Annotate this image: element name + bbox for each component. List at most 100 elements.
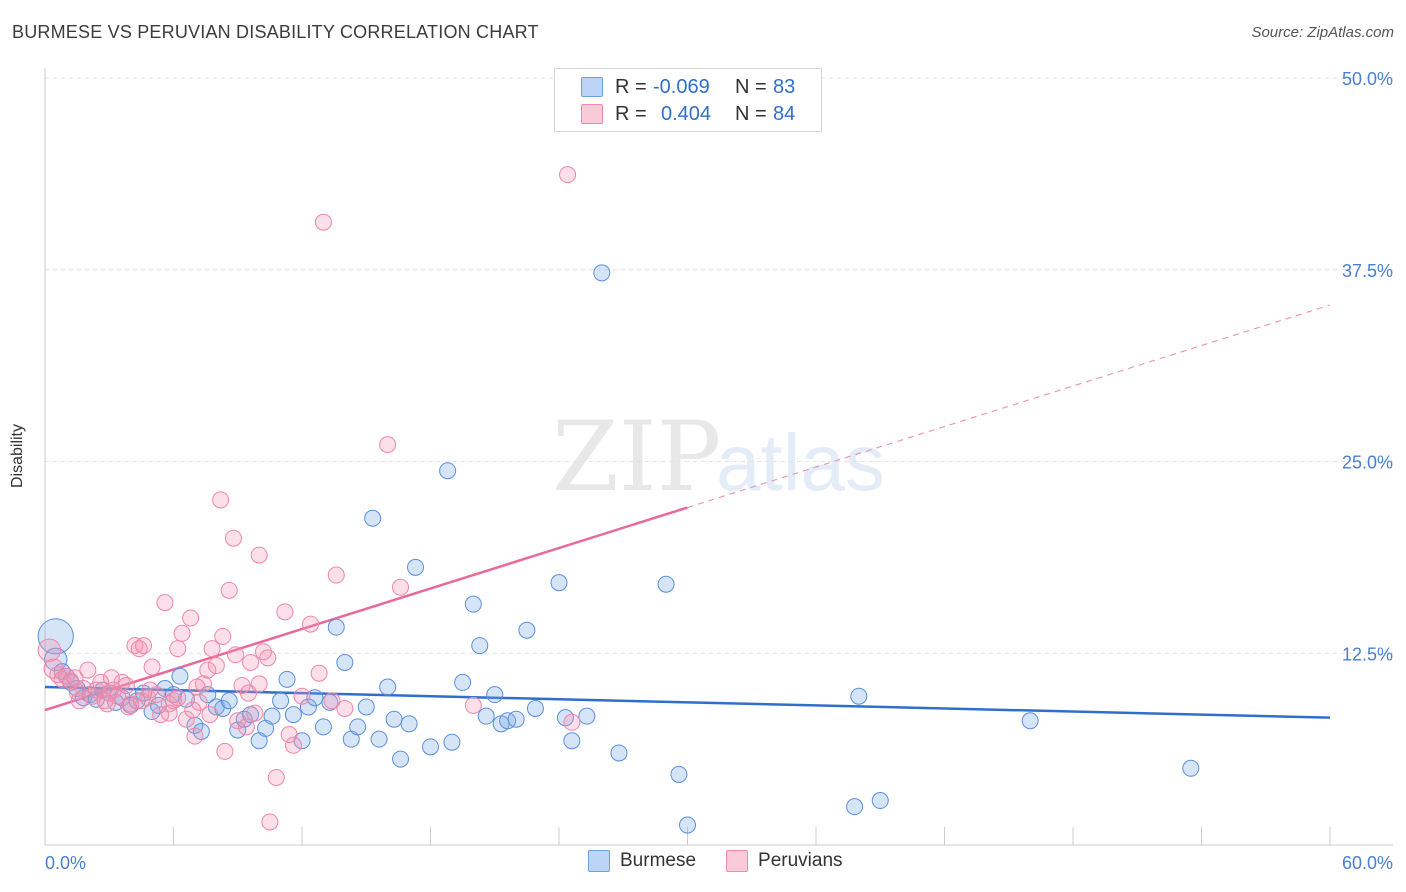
r-value: -0.069 — [653, 75, 710, 98]
y-tick-label: 37.5% — [1342, 261, 1393, 281]
point-peruvians — [102, 669, 120, 687]
point-peruvians — [201, 706, 219, 724]
point-peruvians — [563, 713, 581, 731]
point-peruvians — [254, 643, 272, 661]
legend-label-peruvians: Peruvians — [758, 850, 843, 871]
point-burmese — [610, 744, 628, 762]
point-peruvians — [280, 726, 298, 744]
point-burmese — [263, 707, 281, 725]
series-legend: Burmese Peruvians — [588, 850, 873, 872]
point-peruvians — [261, 813, 279, 831]
point-peruvians — [220, 581, 238, 599]
r-value: 0.404 — [661, 102, 712, 125]
point-peruvians — [79, 661, 97, 679]
x-tick-label: 0.0% — [45, 853, 86, 873]
point-peruvians — [216, 742, 234, 760]
legend-row-peruvians: R = 0.404 N = 84 — [581, 102, 795, 126]
point-peruvians — [135, 637, 153, 655]
point-burmese — [657, 575, 675, 593]
point-burmese — [379, 678, 397, 696]
point-burmese — [284, 706, 302, 724]
point-burmese — [550, 574, 568, 592]
n-value: 84 — [773, 102, 796, 125]
point-burmese — [578, 707, 596, 725]
point-burmese — [871, 792, 889, 810]
point-peruvians — [314, 213, 332, 231]
point-peruvians — [156, 594, 174, 612]
point-burmese — [464, 595, 482, 613]
point-peruvians — [214, 627, 232, 645]
point-peruvians — [250, 546, 268, 564]
point-peruvians — [284, 736, 302, 754]
legend-item-peruvians: Peruvians — [726, 850, 843, 872]
legend-row-burmese: R = -0.069 N = 83 — [581, 75, 795, 99]
n-value: 83 — [773, 75, 796, 98]
point-burmese — [679, 816, 696, 834]
point-burmese — [443, 733, 461, 751]
point-burmese — [385, 710, 403, 728]
point-burmese — [272, 692, 290, 710]
point-peruvians — [246, 704, 264, 722]
point-peruvians — [188, 678, 206, 696]
point-peruvians — [37, 638, 61, 662]
point-peruvians — [239, 684, 257, 702]
point-burmese — [364, 509, 382, 527]
grid-lines — [45, 77, 1393, 654]
point-peruvians — [242, 653, 260, 671]
point-burmese — [563, 732, 581, 750]
watermark-atlas: atlas — [716, 418, 885, 507]
point-burmese — [526, 699, 544, 717]
point-peruvians — [203, 640, 221, 658]
point-burmese — [220, 692, 238, 710]
peruvians-swatch — [581, 104, 603, 124]
point-burmese — [278, 670, 296, 688]
point-peruvians — [310, 664, 328, 682]
point-burmese — [477, 707, 495, 725]
point-peruvians — [323, 692, 341, 710]
burmese-swatch — [581, 77, 603, 97]
point-peruvians — [169, 689, 187, 707]
legend-label-burmese: Burmese — [620, 850, 697, 871]
point-burmese — [422, 738, 439, 756]
point-burmese — [357, 698, 375, 716]
point-peruvians — [212, 491, 230, 509]
peruvians-swatch — [726, 850, 749, 872]
point-peruvians — [68, 683, 86, 701]
point-burmese — [593, 264, 611, 282]
tick-labels: 12.5% 25.0% 37.5% 50.0% 0.0% 60.0% — [45, 69, 1393, 873]
burmese-swatch — [588, 850, 610, 872]
point-peruvians — [392, 578, 410, 596]
point-peruvians — [227, 646, 245, 664]
point-burmese — [327, 618, 345, 636]
point-peruvians — [199, 661, 217, 679]
point-peruvians — [207, 657, 225, 675]
point-burmese — [336, 653, 354, 671]
point-peruvians — [464, 696, 482, 714]
r-label: R = — [615, 75, 647, 98]
point-peruvians — [182, 609, 200, 627]
point-peruvians — [160, 704, 178, 722]
point-burmese — [1182, 759, 1200, 777]
axes — [44, 68, 1393, 846]
y-tick-label: 50.0% — [1342, 69, 1393, 89]
point-peruvians — [120, 698, 138, 716]
point-burmese — [370, 730, 388, 748]
point-burmese — [670, 765, 688, 783]
point-burmese — [400, 715, 418, 733]
trend-line-peruvians — [44, 506, 688, 712]
point-burmese — [314, 718, 332, 736]
point-burmese — [518, 621, 536, 639]
point-burmese — [439, 462, 457, 480]
y-axis-label: Disability — [9, 423, 26, 489]
point-peruvians — [229, 712, 247, 730]
data-points — [37, 166, 1200, 834]
point-burmese — [471, 637, 489, 655]
y-tick-label: 25.0% — [1342, 453, 1393, 473]
y-tick-label: 12.5% — [1342, 644, 1393, 664]
point-burmese — [499, 712, 517, 730]
point-peruvians — [141, 681, 159, 699]
source-label: Source: ZipAtlas.com — [1251, 24, 1394, 41]
point-peruvians — [186, 727, 204, 745]
point-burmese — [454, 673, 472, 691]
